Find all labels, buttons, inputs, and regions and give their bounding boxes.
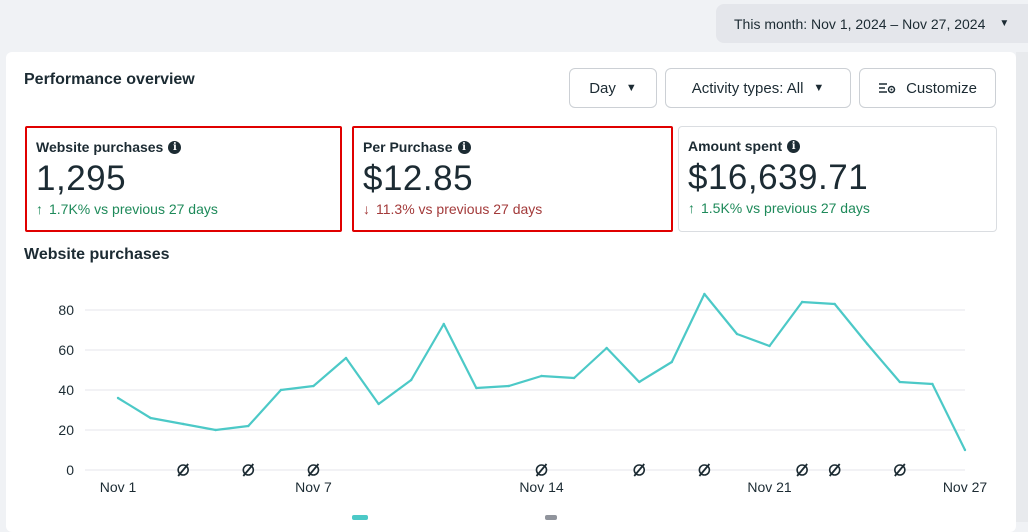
arrow-up-icon: ↑ [36,201,43,217]
date-range-label: This month: Nov 1, 2024 – Nov 27, 2024 [734,15,986,32]
caret-down-icon: ▼ [625,82,637,94]
arrow-up-icon: ↑ [688,200,695,216]
activity-types-label: Activity types: All [691,79,804,97]
data-point[interactable] [572,376,576,380]
data-point[interactable] [442,322,445,326]
data-point[interactable] [638,380,641,384]
data-point[interactable] [735,332,739,336]
data-point[interactable] [670,360,674,364]
customize-icon [879,83,896,94]
data-point[interactable] [344,356,348,360]
customize-button[interactable]: Customize [859,68,996,108]
metric-title: Per Purchase [363,139,453,155]
data-point[interactable] [540,374,543,378]
y-tick-label: 20 [58,422,74,438]
metric-delta: 1.7K% vs previous 27 days [49,201,218,217]
data-point[interactable] [475,386,478,390]
y-tick-label: 60 [58,342,74,358]
legend-swatch [545,515,557,520]
info-icon[interactable]: i [457,140,471,154]
series-line [117,292,966,451]
date-range-selector[interactable]: This month: Nov 1, 2024 – Nov 27, 2024 ▼ [716,4,1028,43]
metric-card-website-purchases[interactable]: Website purchases i 1,295 ↑ 1.7K% vs pre… [25,126,342,232]
data-point[interactable] [833,302,836,306]
metric-value: $16,639.71 [688,158,869,197]
annotation-marker-icon[interactable] [698,463,711,477]
annotation-marker-icon[interactable] [242,463,255,477]
arrow-down-icon: ↓ [363,201,370,217]
annotation-marker-icon[interactable] [177,463,189,477]
data-point[interactable] [605,346,608,350]
data-point[interactable] [931,382,934,386]
day-dropdown-label: Day [589,79,616,97]
data-point[interactable] [963,448,967,452]
x-tick-label: Nov 21 [747,479,792,495]
data-point[interactable] [181,422,185,426]
info-icon[interactable]: i [787,139,801,153]
x-tick-label: Nov 1 [100,479,137,495]
y-tick-label: 0 [66,462,74,478]
annotation-marker-icon[interactable] [535,463,548,477]
y-tick-label: 80 [58,302,74,318]
metric-title: Amount spent [688,138,783,154]
metric-card-amount-spent[interactable]: Amount spent i $16,639.71 ↑ 1.5K% vs pre… [678,126,997,232]
activity-types-dropdown[interactable]: Activity types: All ▼ [665,68,851,108]
data-point[interactable] [279,388,283,392]
x-tick-label: Nov 27 [943,479,988,495]
data-point[interactable] [214,428,217,432]
data-point[interactable] [507,384,511,388]
x-tick-label: Nov 7 [295,479,332,495]
data-point[interactable] [800,300,804,304]
day-dropdown[interactable]: Day ▼ [569,68,657,108]
x-tick-label: Nov 14 [519,479,564,495]
customize-label: Customize [906,79,977,97]
caret-down-icon: ▼ [813,82,825,94]
annotation-marker-icon[interactable] [307,463,320,477]
info-icon[interactable]: i [168,140,182,154]
data-point[interactable] [768,344,771,348]
metric-value: 1,295 [36,159,127,198]
data-point[interactable] [377,402,380,406]
data-point[interactable] [866,342,869,346]
annotation-marker-icon[interactable] [633,463,646,477]
metric-delta: 1.5K% vs previous 27 days [701,200,870,216]
data-point[interactable] [898,380,902,384]
scrollbar[interactable] [1016,52,1028,522]
annotation-marker-icon[interactable] [828,463,841,477]
data-point[interactable] [247,424,250,428]
metric-delta: 11.3% vs previous 27 days [376,201,543,217]
data-point[interactable] [703,292,706,296]
annotation-marker-icon[interactable] [796,463,808,477]
data-point[interactable] [312,384,315,388]
panel-title: Performance overview [24,71,195,88]
data-point[interactable] [116,396,120,400]
metric-title: Website purchases [36,139,164,155]
y-tick-label: 40 [58,382,74,398]
annotation-marker-icon[interactable] [894,463,906,477]
metric-value: $12.85 [363,159,474,198]
website-purchases-line-chart[interactable]: 0 20 40 60 80 Nov 1 Nov 7 Nov 14 Nov 21 Nov 27 [0,280,1016,520]
legend-swatch [352,515,368,520]
chevron-down-icon: ▼ [999,18,1010,29]
data-point[interactable] [409,378,413,382]
metric-card-per-purchase[interactable]: Per Purchase i $12.85 ↓ 11.3% vs previou… [352,126,673,232]
chart-title: Website purchases [24,246,170,263]
data-point[interactable] [149,416,152,420]
